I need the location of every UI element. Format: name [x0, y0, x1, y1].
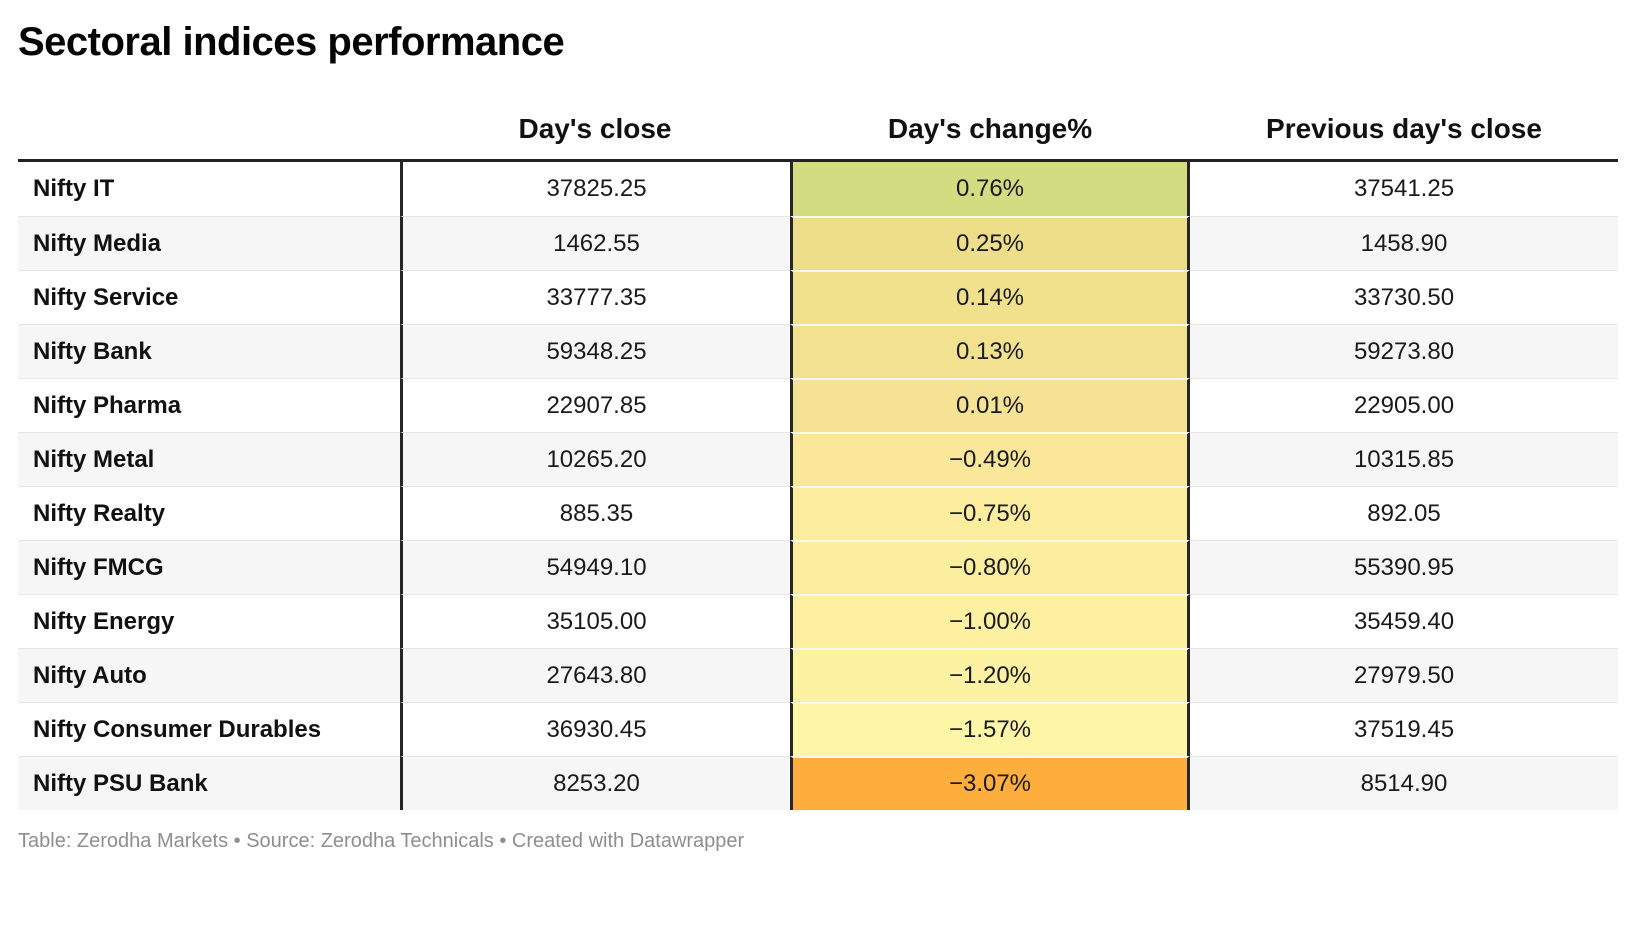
days-change-cell: −0.49%: [790, 432, 1190, 486]
index-name-cell: Nifty Service: [18, 270, 400, 324]
prev-close-cell: 10315.85: [1190, 432, 1618, 486]
days-close-cell: 36930.45: [400, 702, 790, 756]
table-row: Nifty Service 33777.35 0.14% 33730.50: [18, 270, 1618, 324]
days-change-cell: −0.75%: [790, 486, 1190, 540]
table-row: Nifty PSU Bank 8253.20 −3.07% 8514.90: [18, 756, 1618, 810]
days-close-cell: 59348.25: [400, 324, 790, 378]
table-row: Nifty FMCG 54949.10 −0.80% 55390.95: [18, 540, 1618, 594]
index-name-cell: Nifty Energy: [18, 594, 400, 648]
table-row: Nifty Bank 59348.25 0.13% 59273.80: [18, 324, 1618, 378]
prev-close-cell: 55390.95: [1190, 540, 1618, 594]
column-header-days-close: Day's close: [518, 113, 672, 144]
days-close-cell: 33777.35: [400, 270, 790, 324]
days-close-cell: 22907.85: [400, 378, 790, 432]
days-change-cell: 0.76%: [790, 162, 1190, 216]
sectoral-indices-table-widget: Sectoral indices performance Day's close…: [0, 20, 1636, 853]
prev-close-cell: 35459.40: [1190, 594, 1618, 648]
table-row: Nifty Auto 27643.80 −1.20% 27979.50: [18, 648, 1618, 702]
prev-close-cell: 22905.00: [1190, 378, 1618, 432]
days-close-cell: 54949.10: [400, 540, 790, 594]
column-header-days-change: Day's change%: [887, 113, 1093, 144]
index-name-cell: Nifty Auto: [18, 648, 400, 702]
days-change-cell: −1.00%: [790, 594, 1190, 648]
table-row: Nifty Metal 10265.20 −0.49% 10315.85: [18, 432, 1618, 486]
table-row: Nifty Realty 885.35 −0.75% 892.05: [18, 486, 1618, 540]
days-close-cell: 10265.20: [400, 432, 790, 486]
prev-close-cell: 37519.45: [1190, 702, 1618, 756]
days-change-cell: 0.25%: [790, 216, 1190, 270]
table-row: Nifty Energy 35105.00 −1.00% 35459.40: [18, 594, 1618, 648]
days-change-cell: −3.07%: [790, 756, 1190, 810]
days-close-cell: 35105.00: [400, 594, 790, 648]
column-header-previous-days-close: Previous day's close: [1266, 113, 1542, 144]
index-name-cell: Nifty IT: [33, 175, 115, 202]
days-change-cell: −1.57%: [790, 702, 1190, 756]
prev-close-cell: 33730.50: [1190, 270, 1618, 324]
index-name-cell: Nifty Realty: [18, 486, 400, 540]
index-name-cell: Nifty PSU Bank: [18, 756, 400, 810]
days-close-cell: 1462.55: [400, 216, 790, 270]
prev-close-cell: 27979.50: [1190, 648, 1618, 702]
table-row: Nifty Consumer Durables 36930.45 −1.57% 375…: [18, 702, 1618, 756]
days-close-cell: 27643.80: [400, 648, 790, 702]
table-row: Nifty IT 37825.25 0.76% 37541.25: [18, 162, 1618, 216]
prev-close-cell: 8514.90: [1190, 756, 1618, 810]
prev-close-cell: 892.05: [1190, 486, 1618, 540]
days-change-cell: −0.80%: [790, 540, 1190, 594]
days-change-cell: 0.01%: [790, 378, 1190, 432]
index-name-cell: Nifty Media: [18, 216, 400, 270]
index-name-cell: Nifty Pharma: [18, 378, 400, 432]
days-change-cell: 0.14%: [790, 270, 1190, 324]
table-footnote: Table: Zerodha Markets • Source: Zerodha…: [18, 830, 745, 852]
days-change-cell: −1.20%: [790, 648, 1190, 702]
table-row: Nifty Pharma 22907.85 0.01% 22905.00: [18, 378, 1618, 432]
days-change-cell: 0.13%: [790, 324, 1190, 378]
days-close-cell: 37825.25: [400, 162, 790, 216]
table-row: Nifty Media 1462.55 0.25% 1458.90: [18, 216, 1618, 270]
days-close-cell: 885.35: [400, 486, 790, 540]
index-name-cell: Nifty Consumer Durables: [18, 702, 400, 756]
index-name-cell: Nifty Metal: [18, 432, 400, 486]
index-name-cell: Nifty FMCG: [18, 540, 400, 594]
page-title: Sectoral indices performance: [18, 20, 565, 64]
table-body: Nifty IT 37825.25 0.76% 37541.25 Nifty Media…: [18, 162, 1618, 810]
days-close-cell: 8253.20: [400, 756, 790, 810]
index-name-cell: Nifty Bank: [18, 324, 400, 378]
prev-close-cell: 37541.25: [1353, 175, 1455, 202]
prev-close-cell: 1458.90: [1190, 216, 1618, 270]
prev-close-cell: 59273.80: [1190, 324, 1618, 378]
table-header: Day's close Day's change% Previous day's…: [18, 113, 1618, 162]
